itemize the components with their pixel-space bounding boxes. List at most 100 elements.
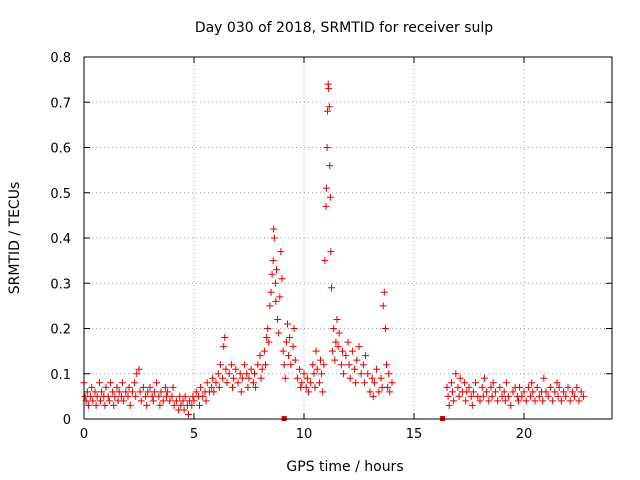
data-point (575, 397, 583, 405)
data-point (225, 370, 233, 378)
data-point (362, 352, 370, 360)
data-point (177, 401, 185, 409)
data-point (312, 347, 320, 355)
data-point (325, 103, 333, 111)
data-point (150, 388, 158, 396)
data-point (256, 352, 264, 360)
data-point (386, 388, 394, 396)
y-tick-label: 0.8 (50, 51, 71, 66)
data-point (331, 356, 339, 364)
data-point (491, 388, 499, 396)
data-point (254, 361, 262, 369)
data-point (290, 325, 298, 332)
data-point (278, 275, 286, 283)
data-point (560, 388, 568, 396)
data-point (461, 379, 469, 387)
data-point (462, 397, 470, 405)
data-point (91, 388, 99, 396)
data-point (156, 401, 164, 409)
data-point (573, 383, 581, 391)
data-point (277, 248, 285, 256)
data-point (185, 410, 192, 418)
data-point (496, 383, 504, 391)
data-point (142, 392, 150, 400)
data-point (273, 266, 280, 274)
data-point (445, 401, 453, 409)
data-point (339, 347, 346, 355)
data-point (275, 329, 283, 337)
data-point (115, 388, 123, 396)
data-point (337, 361, 345, 369)
data-point (345, 361, 353, 369)
data-point (219, 374, 227, 382)
x-tick-label: 10 (296, 427, 313, 442)
data-point (329, 347, 337, 355)
data-point (529, 388, 537, 396)
data-point (351, 365, 359, 373)
data-point (501, 397, 509, 405)
data-point (179, 397, 187, 405)
data-point (161, 383, 169, 391)
data-point (251, 370, 258, 378)
data-point (373, 365, 381, 373)
data-point (88, 383, 96, 391)
data-point (480, 374, 488, 382)
data-point (315, 379, 323, 387)
data-point (137, 397, 145, 405)
data-point (366, 388, 374, 396)
data-point (291, 356, 299, 364)
data-point (340, 370, 348, 378)
y-tick-label: 0.1 (50, 368, 71, 383)
data-point (334, 343, 342, 351)
data-point (188, 401, 196, 409)
data-point (531, 397, 539, 405)
data-point (568, 388, 576, 396)
data-point (260, 347, 268, 355)
data-point (164, 388, 172, 396)
chart-title: Day 030 of 2018, SRMTID for receiver sul… (195, 20, 493, 36)
data-point (212, 379, 220, 387)
data-point (323, 144, 331, 151)
data-point (234, 379, 242, 387)
data-point (221, 334, 229, 342)
data-point (318, 370, 326, 378)
y-tick-label: 0 (63, 413, 71, 428)
data-point (146, 383, 154, 391)
data-point (326, 162, 334, 170)
y-tick-label: 0.5 (50, 187, 71, 202)
data-point (383, 361, 390, 369)
data-point (384, 383, 392, 391)
data-point (197, 383, 205, 391)
data-point (111, 392, 119, 400)
axis-ticks: 0 5 10 15 20 0 0.1 0.2 0.3 0.4 0.5 0.6 0.7 0.8 (50, 51, 612, 442)
data-point (544, 392, 552, 400)
data-point (241, 361, 249, 369)
data-point (368, 374, 376, 382)
data-point (284, 320, 291, 328)
data-point (449, 388, 456, 396)
data-point (325, 85, 333, 93)
data-point (468, 401, 476, 409)
data-point (104, 392, 112, 400)
data-point (265, 338, 273, 346)
data-point (483, 388, 491, 396)
x-tick-label: 20 (516, 427, 533, 442)
data-point (375, 388, 383, 396)
data-point (220, 343, 228, 351)
data-point (89, 397, 97, 405)
y-tick-label: 0.2 (50, 323, 71, 338)
data-point (93, 392, 101, 400)
data-point (494, 397, 502, 405)
data-point (102, 383, 110, 391)
data-point (245, 374, 253, 382)
data-point (128, 388, 136, 396)
data-point (535, 392, 543, 400)
x-tick-label: 0 (80, 427, 88, 442)
data-point (467, 392, 475, 400)
data-point (236, 370, 244, 378)
data-point (498, 392, 506, 400)
data-point (320, 361, 328, 369)
data-point (263, 334, 271, 342)
data-point (298, 379, 306, 387)
data-point (551, 388, 559, 396)
